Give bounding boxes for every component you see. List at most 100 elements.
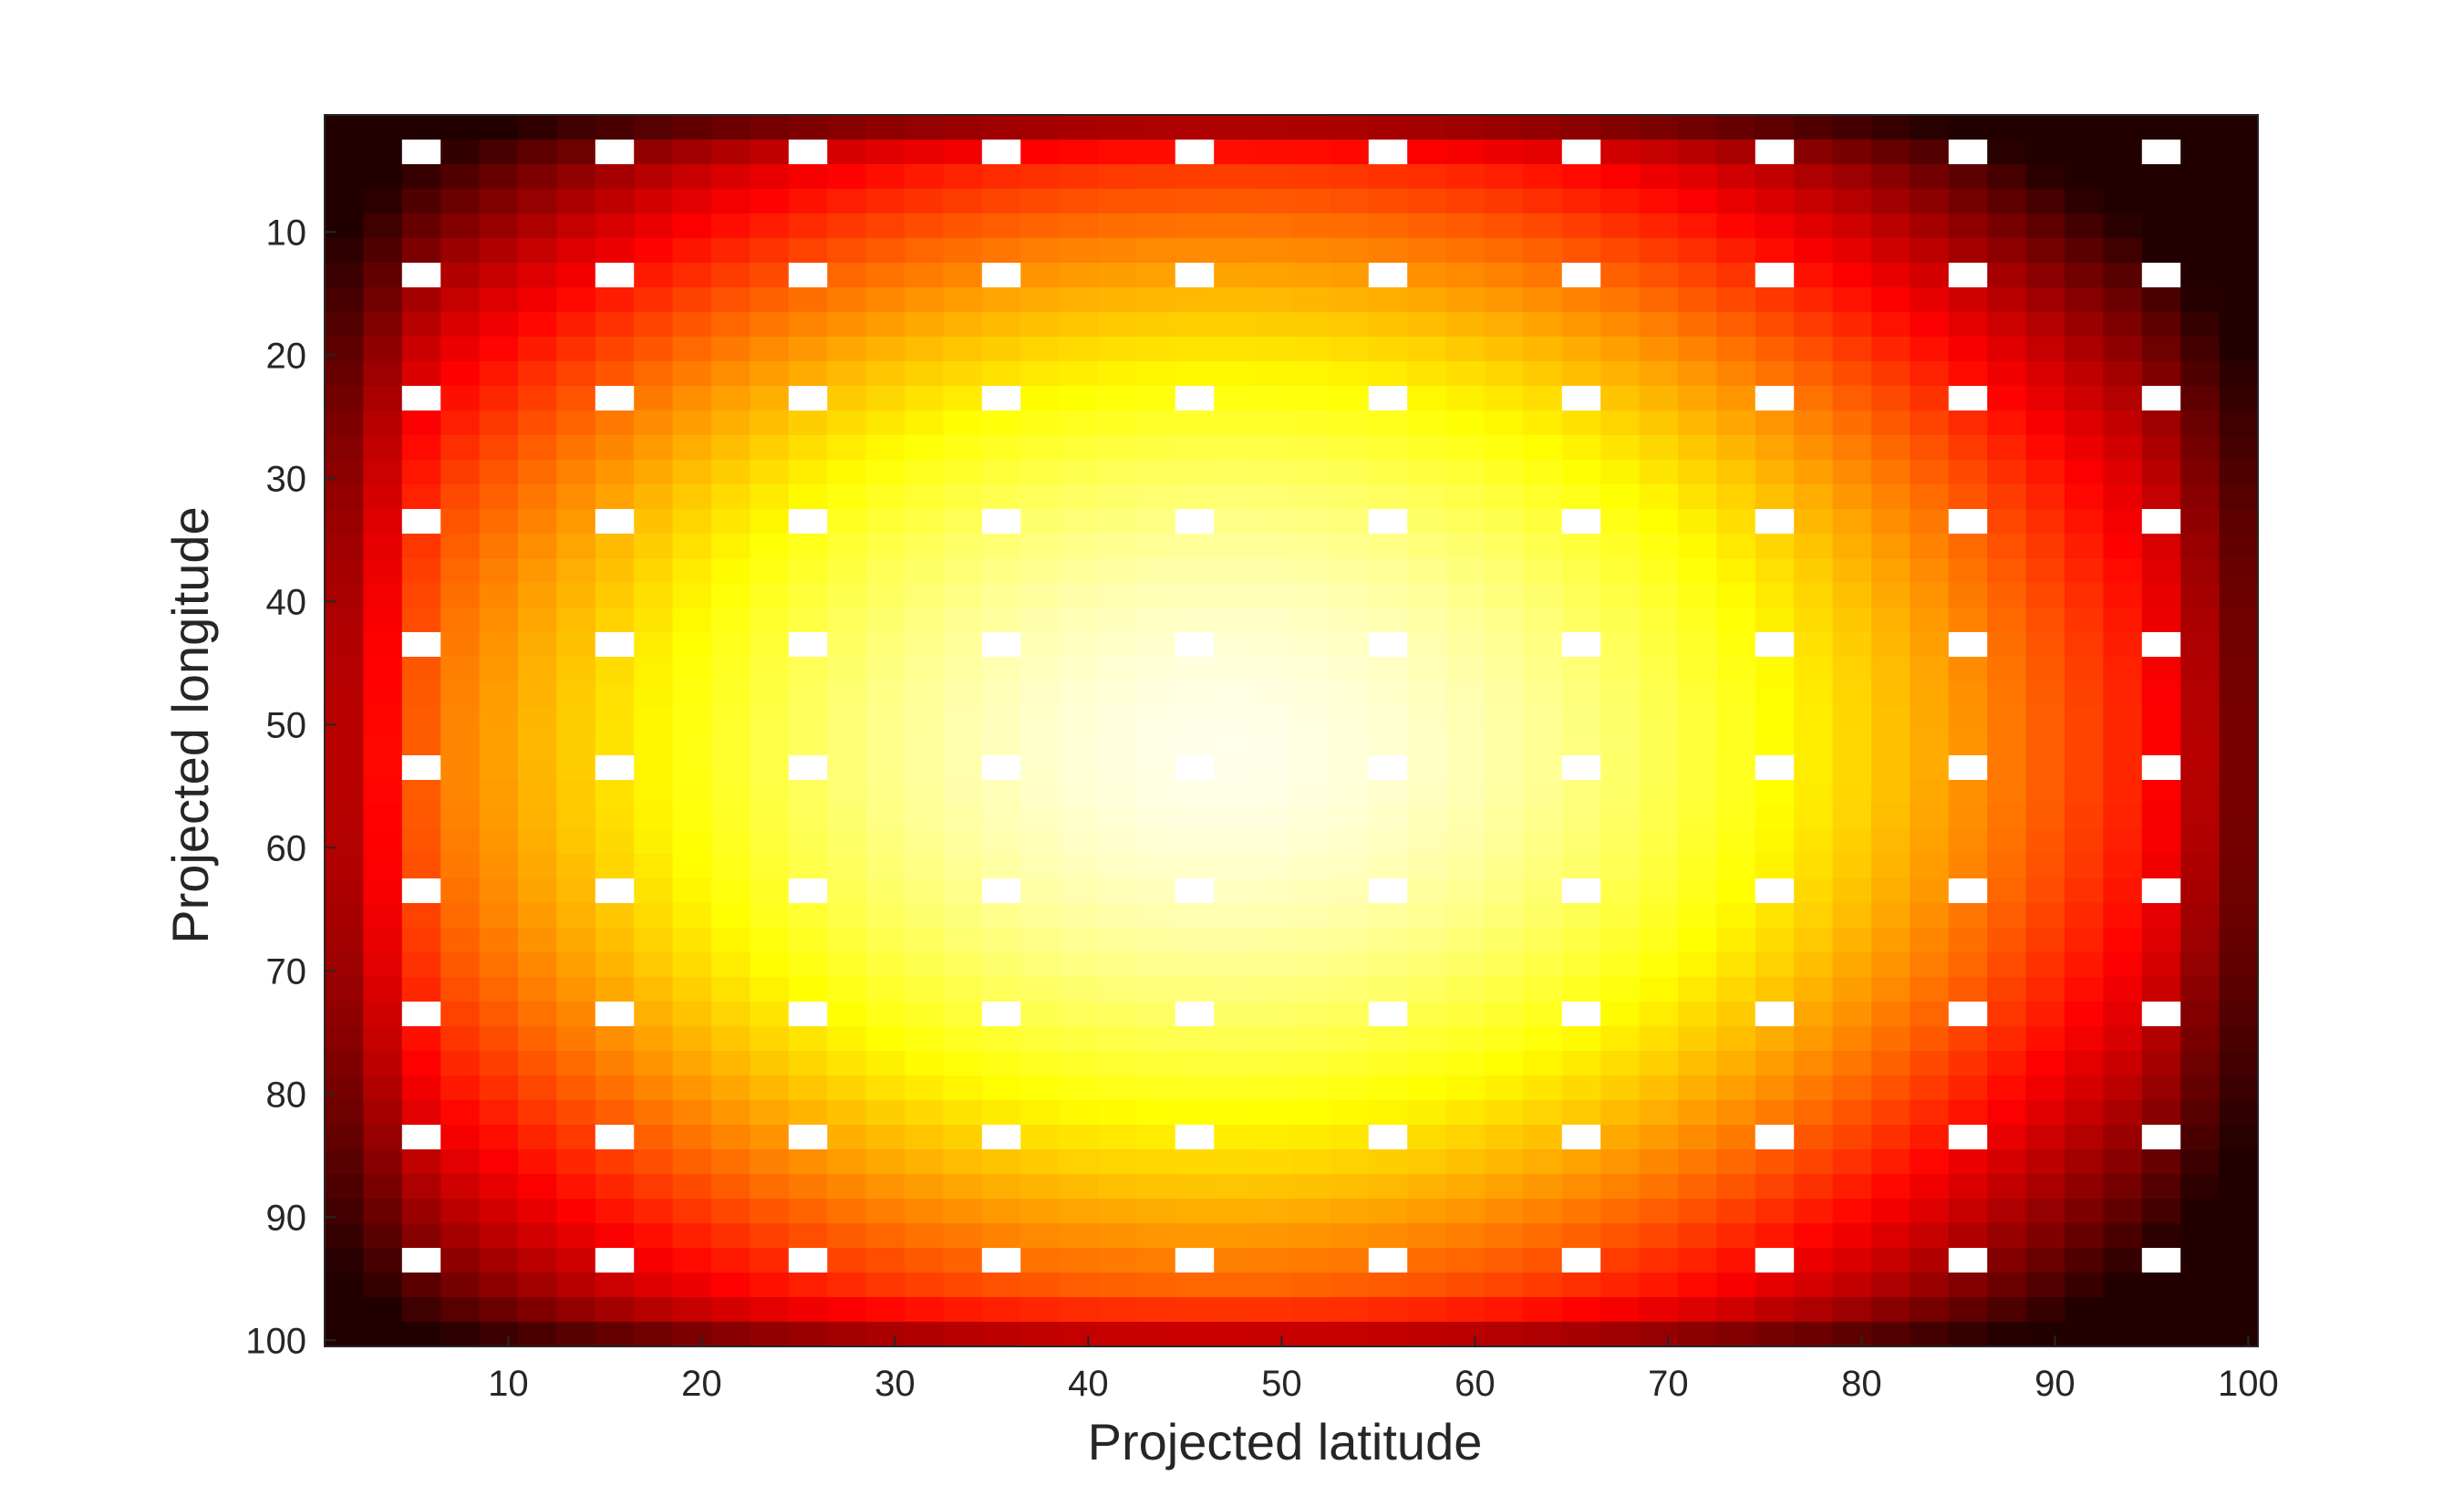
heatmap-cell: [2141, 1026, 2181, 1052]
heatmap-cell: [711, 1051, 751, 1076]
heatmap-highlight-cell: [1755, 632, 1795, 658]
heatmap-cell: [634, 509, 674, 535]
heatmap-cell: [1485, 1075, 1524, 1101]
heatmap-cell: [1639, 952, 1679, 978]
heatmap-cell: [1987, 1248, 2027, 1273]
heatmap-cell: [750, 189, 790, 214]
heatmap-cell: [1291, 361, 1330, 387]
heatmap-cell: [1561, 213, 1601, 239]
heatmap-cell: [1678, 805, 1717, 830]
heatmap-cell: [2180, 435, 2221, 461]
heatmap-cell: [1987, 140, 2027, 165]
heatmap-cell: [2103, 509, 2143, 535]
heatmap-cell: [1716, 1149, 1756, 1175]
heatmap-cell: [1871, 115, 1910, 140]
heatmap-cell: [943, 1223, 983, 1249]
heatmap-cell: [1252, 410, 1292, 436]
heatmap-cell: [518, 361, 557, 387]
heatmap-cell: [440, 1149, 481, 1175]
heatmap-cell: [1136, 1051, 1176, 1076]
heatmap-cell: [1252, 977, 1292, 1003]
heatmap-cell: [981, 312, 1021, 338]
heatmap-cell: [1948, 1174, 1988, 1200]
heatmap-cell: [1136, 213, 1176, 239]
heatmap-cell: [750, 1273, 790, 1298]
heatmap-cell: [1755, 558, 1795, 584]
heatmap-cell: [1330, 263, 1370, 288]
heatmap-cell: [479, 1026, 519, 1052]
heatmap-cell: [1368, 410, 1408, 436]
heatmap-cell: [1678, 1248, 1717, 1273]
heatmap-cell: [905, 1174, 944, 1200]
heatmap-cell: [750, 337, 790, 362]
heatmap-cell: [1175, 780, 1215, 805]
heatmap-highlight-cell: [1948, 755, 1988, 781]
heatmap-cell: [1639, 1051, 1679, 1076]
heatmap-cell: [1330, 213, 1370, 239]
heatmap-cell: [440, 977, 481, 1003]
heatmap-cell: [1755, 287, 1795, 313]
heatmap-cell: [1987, 164, 2027, 190]
heatmap-cell: [479, 460, 519, 485]
heatmap-cell: [1368, 238, 1408, 264]
heatmap-cell: [981, 854, 1021, 879]
heatmap-highlight-cell: [788, 1248, 828, 1273]
heatmap-cell: [1098, 558, 1137, 584]
heatmap-cell: [1020, 1051, 1061, 1076]
heatmap-cell: [1716, 977, 1756, 1003]
heatmap-cell: [2219, 1002, 2259, 1027]
heatmap-cell: [672, 1149, 712, 1175]
heatmap-cell: [1445, 287, 1486, 313]
heatmap-cell: [2065, 484, 2104, 510]
heatmap-cell: [1987, 410, 2027, 436]
heatmap-cell: [1291, 1100, 1330, 1126]
heatmap-cell: [2141, 657, 2181, 682]
heatmap-cell: [325, 361, 364, 387]
heatmap-highlight-cell: [788, 878, 828, 904]
heatmap-cell: [2065, 337, 2104, 362]
heatmap-cell: [401, 1100, 441, 1126]
heatmap-cell: [325, 1248, 364, 1273]
heatmap-cell: [1871, 903, 1910, 929]
heatmap-cell: [788, 1174, 828, 1200]
heatmap-cell: [1523, 189, 1563, 214]
heatmap-cell: [1059, 164, 1099, 190]
heatmap-cell: [1485, 854, 1524, 879]
heatmap-cell: [401, 928, 441, 953]
heatmap-cell: [1600, 657, 1641, 682]
heatmap-cell: [1368, 1174, 1408, 1200]
heatmap-cell: [1136, 608, 1176, 633]
heatmap-cell: [1485, 1322, 1524, 1347]
heatmap-cell: [1214, 164, 1254, 190]
heatmap-cell: [2025, 780, 2065, 805]
heatmap-cell: [363, 263, 403, 288]
heatmap-cell: [1716, 361, 1756, 387]
heatmap-cell: [750, 460, 790, 485]
heatmap-cell: [556, 1075, 596, 1101]
heatmap-cell: [634, 238, 674, 264]
heatmap-cell: [981, 1199, 1021, 1224]
heatmap-cell: [1059, 805, 1099, 830]
heatmap-cell: [2180, 1174, 2221, 1200]
heatmap-cell: [1948, 780, 1988, 805]
heatmap-cell: [672, 484, 712, 510]
heatmap-cell: [711, 928, 751, 953]
heatmap-cell: [1523, 164, 1563, 190]
heatmap-cell: [2065, 657, 2104, 682]
heatmap-cell: [1175, 657, 1215, 682]
heatmap-cell: [1485, 1149, 1524, 1175]
heatmap-cell: [1871, 287, 1910, 313]
heatmap-cell: [634, 608, 674, 633]
heatmap-cell: [1716, 903, 1756, 929]
heatmap-cell: [1098, 1100, 1137, 1126]
heatmap-cell: [1794, 928, 1834, 953]
heatmap-cell: [1175, 238, 1215, 264]
heatmap-cell: [943, 558, 983, 584]
heatmap-cell: [1794, 534, 1834, 559]
heatmap-cell: [440, 115, 481, 140]
heatmap-cell: [1098, 1051, 1137, 1076]
heatmap-cell: [2065, 312, 2104, 338]
heatmap-cell: [363, 1223, 403, 1249]
heatmap-cell: [711, 854, 751, 879]
